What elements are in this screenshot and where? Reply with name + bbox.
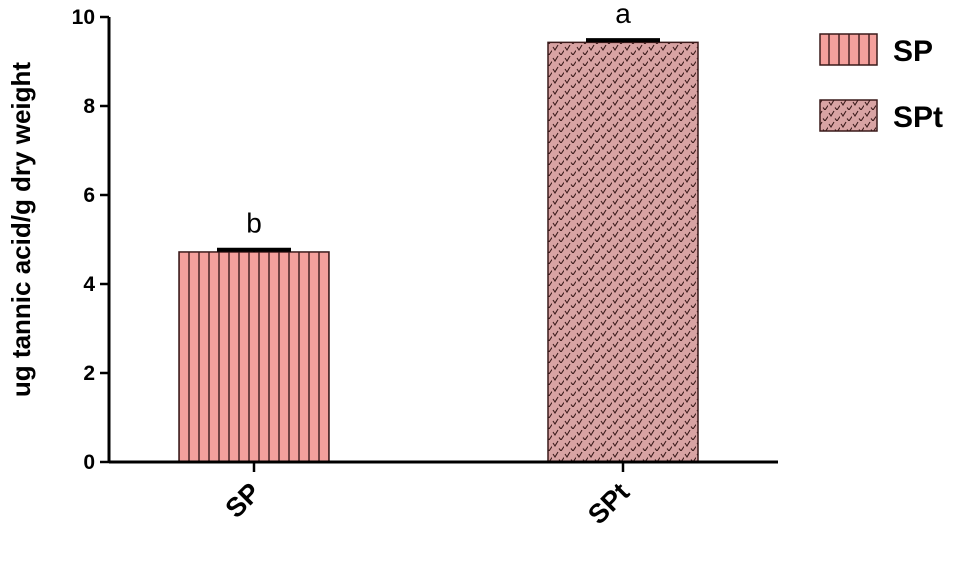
y-tick-label: 2	[83, 362, 95, 385]
legend-label: SPt	[893, 101, 943, 134]
legend-swatch	[819, 33, 878, 66]
bar-spt	[547, 41, 699, 463]
y-tick-label: 0	[83, 451, 95, 474]
y-ticks: 0 2 4 6 8 10	[72, 6, 109, 474]
legend-swatch	[819, 99, 878, 132]
significance-labels: ba	[246, 0, 631, 239]
x-tick-label: SP	[220, 477, 267, 524]
x-tick-label: SPt	[582, 477, 635, 530]
bar-sp	[178, 251, 330, 463]
y-tick-label: 6	[83, 184, 95, 207]
y-axis-label: ug tannic acid/g dry weight	[6, 62, 36, 397]
significance-label: b	[246, 208, 262, 239]
significance-label: a	[615, 0, 631, 29]
y-tick-label: 10	[72, 6, 95, 29]
x-ticks: SP SPt	[220, 462, 635, 530]
y-tick-label: 8	[83, 95, 95, 118]
bars-layer	[178, 41, 699, 463]
error-bars-layer	[217, 38, 660, 252]
y-tick-label: 4	[83, 273, 95, 296]
legend-label: SP	[893, 35, 933, 68]
legend: SP SPt	[819, 33, 943, 134]
